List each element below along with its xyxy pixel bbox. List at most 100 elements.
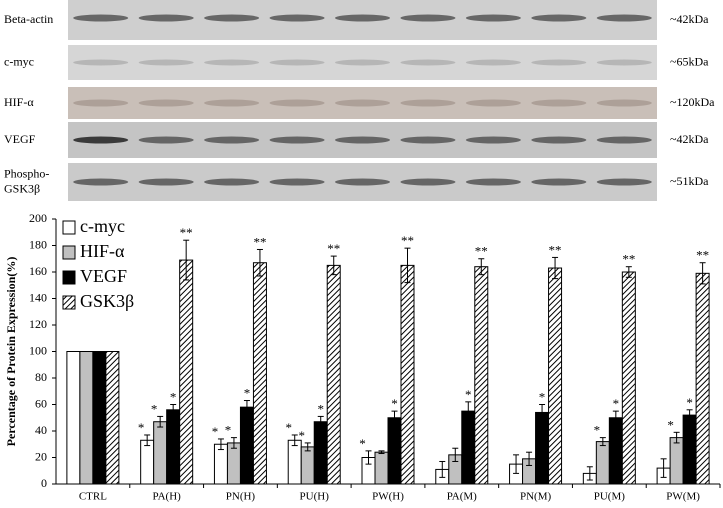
blot-band xyxy=(204,136,260,144)
legend-label: GSK3β xyxy=(80,291,134,311)
legend-swatch xyxy=(62,220,76,235)
bar xyxy=(387,417,402,485)
bar xyxy=(92,351,107,485)
blot-band xyxy=(138,59,194,66)
blot-band xyxy=(531,136,587,144)
bar xyxy=(669,437,684,485)
bar xyxy=(374,451,389,485)
y-tick-label: 0 xyxy=(41,476,47,490)
significance-mark: ** xyxy=(696,248,709,263)
blot-band xyxy=(73,59,129,66)
blot-band xyxy=(204,178,260,186)
blot-band xyxy=(596,59,652,66)
bar xyxy=(179,259,194,485)
blot-band xyxy=(596,14,652,22)
bar xyxy=(326,264,341,485)
significance-mark: ** xyxy=(622,252,635,267)
significance-mark: * xyxy=(391,396,398,411)
blot-size: ~42kDa xyxy=(670,12,709,26)
y-tick-label: 140 xyxy=(29,290,47,304)
legend-label: c-myc xyxy=(80,216,125,236)
significance-mark: ** xyxy=(327,241,340,256)
bar xyxy=(682,414,697,485)
significance-mark: ** xyxy=(253,234,266,249)
significance-mark: * xyxy=(244,386,251,401)
bar xyxy=(400,264,415,485)
bar xyxy=(213,443,228,485)
bar xyxy=(621,271,636,485)
blot-band xyxy=(269,59,325,66)
western-blots: Beta-actin ~42kDa c-myc ~65kDa HIF-α ~120kDa V… xyxy=(4,0,715,201)
significance-mark: * xyxy=(212,424,219,439)
blot-band xyxy=(138,136,194,144)
y-tick-label: 60 xyxy=(35,396,47,410)
significance-mark: * xyxy=(298,428,305,443)
x-tick-label: PW(M) xyxy=(666,491,700,503)
blot-band xyxy=(138,178,194,186)
blot-band xyxy=(531,99,587,107)
x-tick-label: PN(H) xyxy=(226,491,256,503)
blot-band xyxy=(335,14,390,22)
legend-swatch xyxy=(62,295,76,310)
y-tick-label: 160 xyxy=(29,264,47,278)
blot-band xyxy=(531,178,587,186)
x-tick-label: PU(M) xyxy=(594,491,626,503)
blot-band xyxy=(73,178,129,186)
blot-band xyxy=(465,178,521,186)
x-tick-label: PN(M) xyxy=(520,491,552,503)
blot-band xyxy=(400,59,456,66)
x-tick-label: PA(H) xyxy=(153,491,182,503)
bar xyxy=(287,439,302,485)
significance-mark: ** xyxy=(475,244,488,259)
bar-chart: 0 20 40 60 80 100 120 140 160 180 200 Percentage of… xyxy=(4,211,721,503)
significance-mark: * xyxy=(225,423,232,438)
blot-band xyxy=(269,136,325,144)
blot-band xyxy=(465,14,521,22)
bar xyxy=(153,421,168,485)
blot-band xyxy=(269,99,325,107)
blot-band xyxy=(465,99,521,107)
blot-band xyxy=(73,99,129,107)
y-tick-label: 200 xyxy=(29,211,47,225)
blot-band xyxy=(596,136,652,144)
blot-band xyxy=(400,178,456,186)
bar xyxy=(239,406,254,485)
blot-band xyxy=(269,14,325,22)
bar xyxy=(313,421,328,485)
blot-label: Phospho- xyxy=(4,166,49,180)
significance-mark: * xyxy=(170,389,177,404)
blot-band xyxy=(400,14,456,22)
legend-label: HIF-α xyxy=(80,241,125,261)
bar xyxy=(79,351,94,485)
y-tick-label: 100 xyxy=(29,343,47,357)
blot-label: VEGF xyxy=(4,132,36,146)
bar xyxy=(535,411,550,485)
blot-size: ~65kDa xyxy=(670,54,709,68)
x-tick-label: PW(H) xyxy=(372,491,404,503)
blot-size: ~42kDa xyxy=(670,132,709,146)
significance-mark: * xyxy=(151,401,158,416)
significance-mark: * xyxy=(138,420,145,435)
blot-band xyxy=(335,59,390,66)
significance-mark: * xyxy=(667,417,674,432)
bar xyxy=(66,351,81,485)
blot-band xyxy=(531,14,587,22)
y-tick-label: 120 xyxy=(29,317,47,331)
blot-band xyxy=(531,59,587,66)
blot-band xyxy=(138,14,194,22)
blot-band xyxy=(73,136,129,144)
significance-mark: * xyxy=(539,389,546,404)
significance-mark: * xyxy=(594,423,601,438)
bar xyxy=(595,441,610,485)
blot-band xyxy=(335,178,390,186)
significance-mark: ** xyxy=(180,225,193,240)
significance-mark: * xyxy=(317,401,324,416)
significance-mark: * xyxy=(465,387,472,402)
legend-swatch xyxy=(62,245,76,260)
bar xyxy=(548,267,563,485)
bar xyxy=(461,410,476,485)
blot-band xyxy=(465,59,521,66)
blot-band xyxy=(335,136,390,144)
x-tick-label: CTRL xyxy=(79,491,107,503)
